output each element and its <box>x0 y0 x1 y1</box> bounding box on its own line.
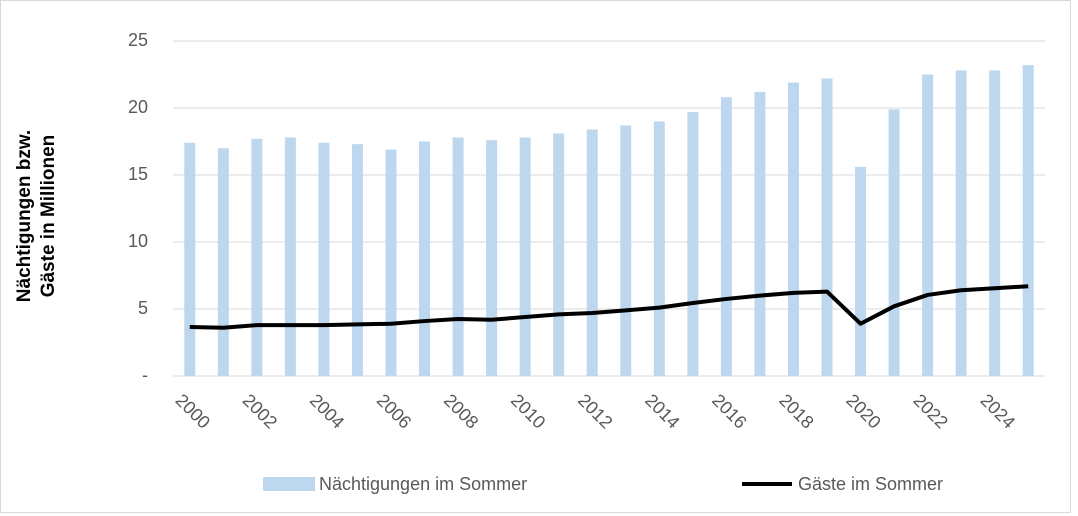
bar <box>351 144 363 376</box>
line <box>189 284 1029 330</box>
bar <box>855 166 867 376</box>
bar <box>419 141 431 376</box>
legend-label: Nächtigungen im Sommer <box>319 474 527 494</box>
bar <box>184 142 196 376</box>
bar <box>553 133 565 376</box>
bar <box>486 140 498 376</box>
y-tick-label: 5 <box>138 298 148 318</box>
bar <box>787 82 799 376</box>
legend-label: Gäste im Sommer <box>798 474 943 494</box>
bar <box>687 112 699 377</box>
bar <box>653 121 665 377</box>
bar <box>1022 65 1034 377</box>
y-tick-label: 20 <box>128 97 148 117</box>
y-tick-label: 25 <box>128 30 148 50</box>
legend-swatch <box>263 477 315 491</box>
bar <box>385 149 397 376</box>
bar <box>318 142 330 376</box>
bar <box>720 97 732 376</box>
bar <box>955 70 967 376</box>
bar <box>586 129 598 376</box>
y-tick-label: 15 <box>128 164 148 184</box>
y-tick-label: 10 <box>128 231 148 251</box>
bar <box>620 125 632 376</box>
bar <box>989 70 1001 376</box>
bar <box>821 78 833 377</box>
bar <box>251 138 263 376</box>
bar <box>217 148 229 376</box>
bar <box>888 109 900 376</box>
bar <box>922 74 934 376</box>
bar <box>519 137 531 376</box>
y-tick-label: - <box>142 365 148 385</box>
bar <box>754 91 766 377</box>
bar <box>284 137 296 376</box>
y-axis-label: Nächtigungen bzw. Gäste in Millionen <box>14 129 59 303</box>
bar <box>452 137 464 376</box>
